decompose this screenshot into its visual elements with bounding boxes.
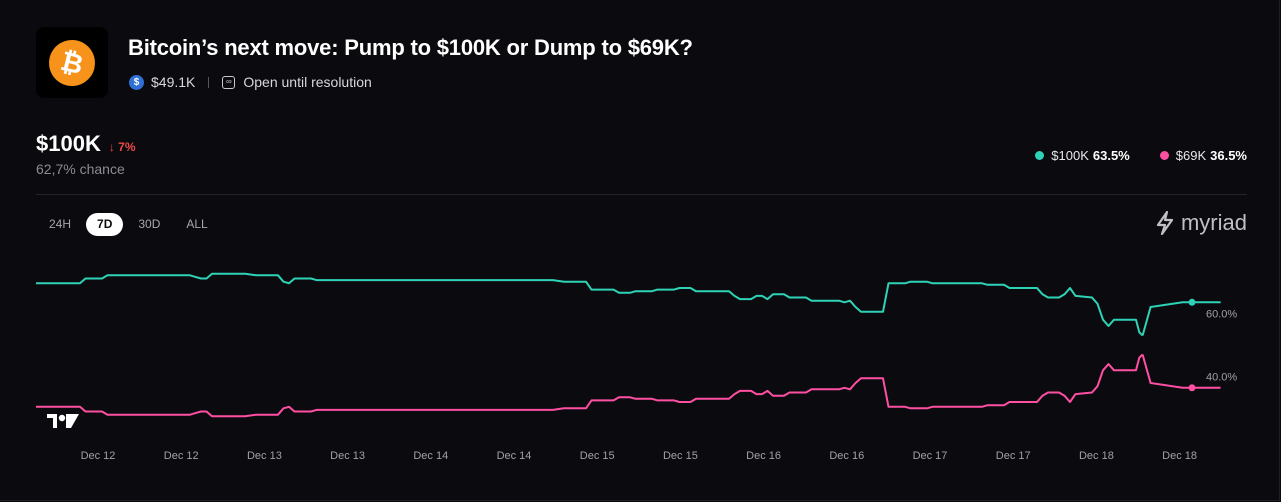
market-meta: $ $49.1K ∞ Open until resolution — [129, 73, 372, 91]
market-logo: ₿ — [36, 27, 108, 98]
timeframe-tabs: 24H 7D 30D ALL — [38, 213, 223, 236]
x-axis: Dec 12 Dec 12 Dec 13 Dec 13 Dec 14 Dec 14 Dec … — [81, 450, 1197, 462]
series-end-point — [1188, 298, 1196, 306]
x-tick-label: Dec 15 — [580, 450, 615, 462]
chart-legend: $100K 63.5% $69K 36.5% — [1005, 148, 1247, 163]
outcome-chance: 62,7% chance — [36, 161, 125, 177]
market-title: Bitcoin’s next move: Pump to $100K or Du… — [128, 35, 693, 60]
legend-item-69k[interactable]: $69K 36.5% — [1159, 148, 1247, 163]
outcome-label: $100K — [36, 131, 101, 156]
x-tick-label: Dec 16 — [829, 450, 864, 462]
series-line-100k — [36, 272, 1144, 337]
legend-value: 36.5% — [1210, 148, 1247, 163]
brand-logo: myriad — [1155, 210, 1247, 236]
series-layer — [36, 272, 1221, 418]
legend-dot — [1035, 151, 1045, 160]
x-tick-label: Dec 17 — [913, 450, 948, 462]
market-status: Open until resolution — [243, 74, 372, 90]
y-axis: 60.0% 40.0% — [1206, 308, 1237, 383]
outcome-summary: $100K ↓ 7% — [36, 131, 136, 157]
legend-dot — [1159, 151, 1169, 160]
myriad-logo-icon — [1156, 211, 1174, 235]
tab-7d[interactable]: 7D — [86, 213, 124, 236]
infinity-icon: ∞ — [222, 75, 236, 89]
legend-item-100k[interactable]: $100K 63.5% — [1035, 148, 1130, 163]
tab-30d[interactable]: 30D — [138, 217, 161, 231]
x-tick-label: Dec 14 — [413, 450, 448, 462]
x-tick-label: Dec 12 — [81, 450, 116, 462]
brand-name: myriad — [1180, 210, 1247, 235]
tab-all[interactable]: ALL — [186, 217, 208, 231]
section-divider — [36, 194, 1247, 195]
tradingview-watermark-icon — [47, 414, 79, 428]
x-tick-label: Dec 13 — [330, 450, 365, 462]
series-line-69k — [36, 353, 1144, 418]
series-line-tail — [1141, 301, 1221, 336]
x-tick-label: Dec 18 — [1162, 450, 1197, 462]
y-tick-label: 40.0% — [1206, 372, 1237, 384]
series-end-point — [1188, 384, 1196, 392]
series-line-tail — [1141, 354, 1221, 389]
x-tick-label: Dec 14 — [497, 450, 532, 462]
legend-label: $69K — [1175, 148, 1207, 163]
legend-label: $100K — [1051, 148, 1089, 163]
y-tick-label: 60.0% — [1206, 308, 1237, 320]
x-tick-label: Dec 13 — [247, 450, 282, 462]
x-tick-label: Dec 12 — [164, 450, 199, 462]
market-volume: $49.1K — [151, 74, 196, 90]
x-tick-label: Dec 17 — [996, 450, 1031, 462]
x-tick-label: Dec 16 — [746, 450, 781, 462]
tab-24h[interactable]: 24H — [49, 217, 72, 231]
usdc-icon: $ — [129, 74, 144, 90]
outcome-delta: ↓ 7% — [108, 140, 136, 154]
x-tick-label: Dec 18 — [1079, 450, 1114, 462]
legend-value: 63.5% — [1092, 148, 1130, 163]
x-tick-label: Dec 15 — [663, 450, 698, 462]
meta-divider — [208, 76, 210, 88]
